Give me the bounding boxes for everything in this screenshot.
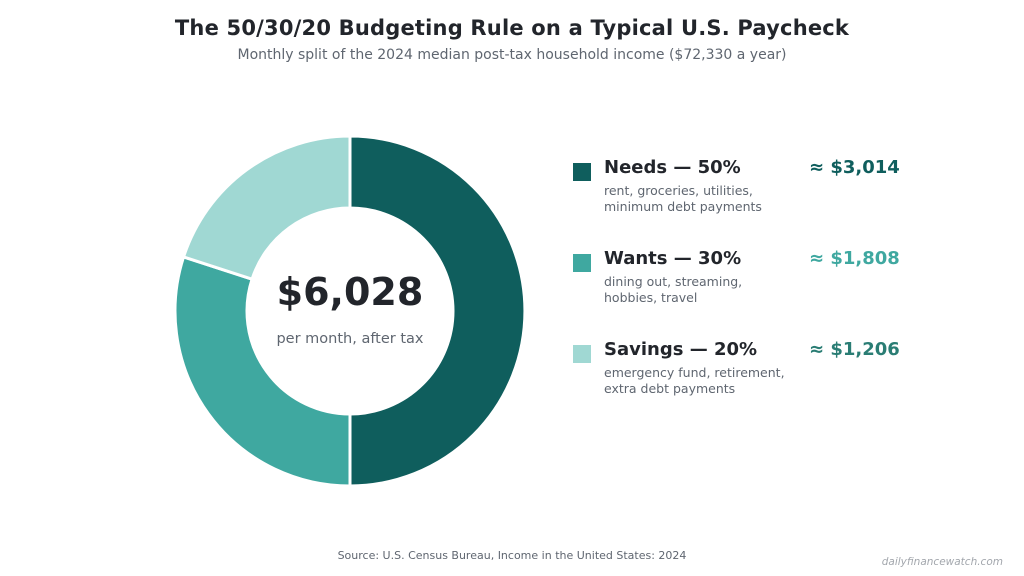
legend-desc-line: minimum debt payments xyxy=(604,198,762,214)
donut-slice-savings xyxy=(181,134,352,282)
legend-swatch-needs xyxy=(573,163,591,181)
legend-desc-line: emergency fund, retirement, xyxy=(604,365,785,380)
legend-desc-line: extra debt payments xyxy=(604,380,736,396)
donut-chart: $6,028 per month, after tax xyxy=(173,134,527,488)
watermark: dailyfinancewatch.com xyxy=(881,556,1003,568)
legend-swatch-wants xyxy=(573,254,591,272)
legend-desc-wants: dining out, streaming, hobbies, travel xyxy=(604,274,824,305)
legend-label-savings: Savings — 20% xyxy=(604,339,758,360)
legend-desc-line: rent, groceries, utilities, xyxy=(604,183,753,198)
chart-title: The 50/30/20 Budgeting Rule on a Typical… xyxy=(174,16,850,40)
legend-item-needs: Needs — 50% ≈ $3,014 rent, groceries, ut… xyxy=(573,157,913,227)
source-note: Source: U.S. Census Bureau, Income in th… xyxy=(337,549,687,562)
donut-slice-wants xyxy=(173,255,352,488)
center-amount: $6,028 xyxy=(277,270,424,314)
legend-item-wants: Wants — 30% ≈ $1,808 dining out, streami… xyxy=(573,248,913,318)
legend-amount-savings: ≈ $1,206 xyxy=(809,339,900,360)
legend-desc-savings: emergency fund, retirement, extra debt p… xyxy=(604,365,824,396)
legend-amount-wants: ≈ $1,808 xyxy=(809,248,900,269)
donut-slices xyxy=(173,134,527,488)
legend-desc-line: hobbies, travel xyxy=(604,289,698,305)
legend-amount-needs: ≈ $3,014 xyxy=(809,157,900,178)
legend-desc-line: dining out, streaming, xyxy=(604,274,743,289)
center-caption: per month, after tax xyxy=(276,331,423,347)
legend-label-needs: Needs — 50% xyxy=(604,157,741,178)
legend-item-savings: Savings — 20% ≈ $1,206 emergency fund, r… xyxy=(573,339,913,409)
legend-desc-needs: rent, groceries, utilities, minimum debt… xyxy=(604,183,824,214)
chart-subtitle: Monthly split of the 2024 median post-ta… xyxy=(237,47,787,63)
donut-slice-needs xyxy=(348,134,527,488)
legend-swatch-savings xyxy=(573,345,591,363)
legend-label-wants: Wants — 30% xyxy=(604,248,742,269)
